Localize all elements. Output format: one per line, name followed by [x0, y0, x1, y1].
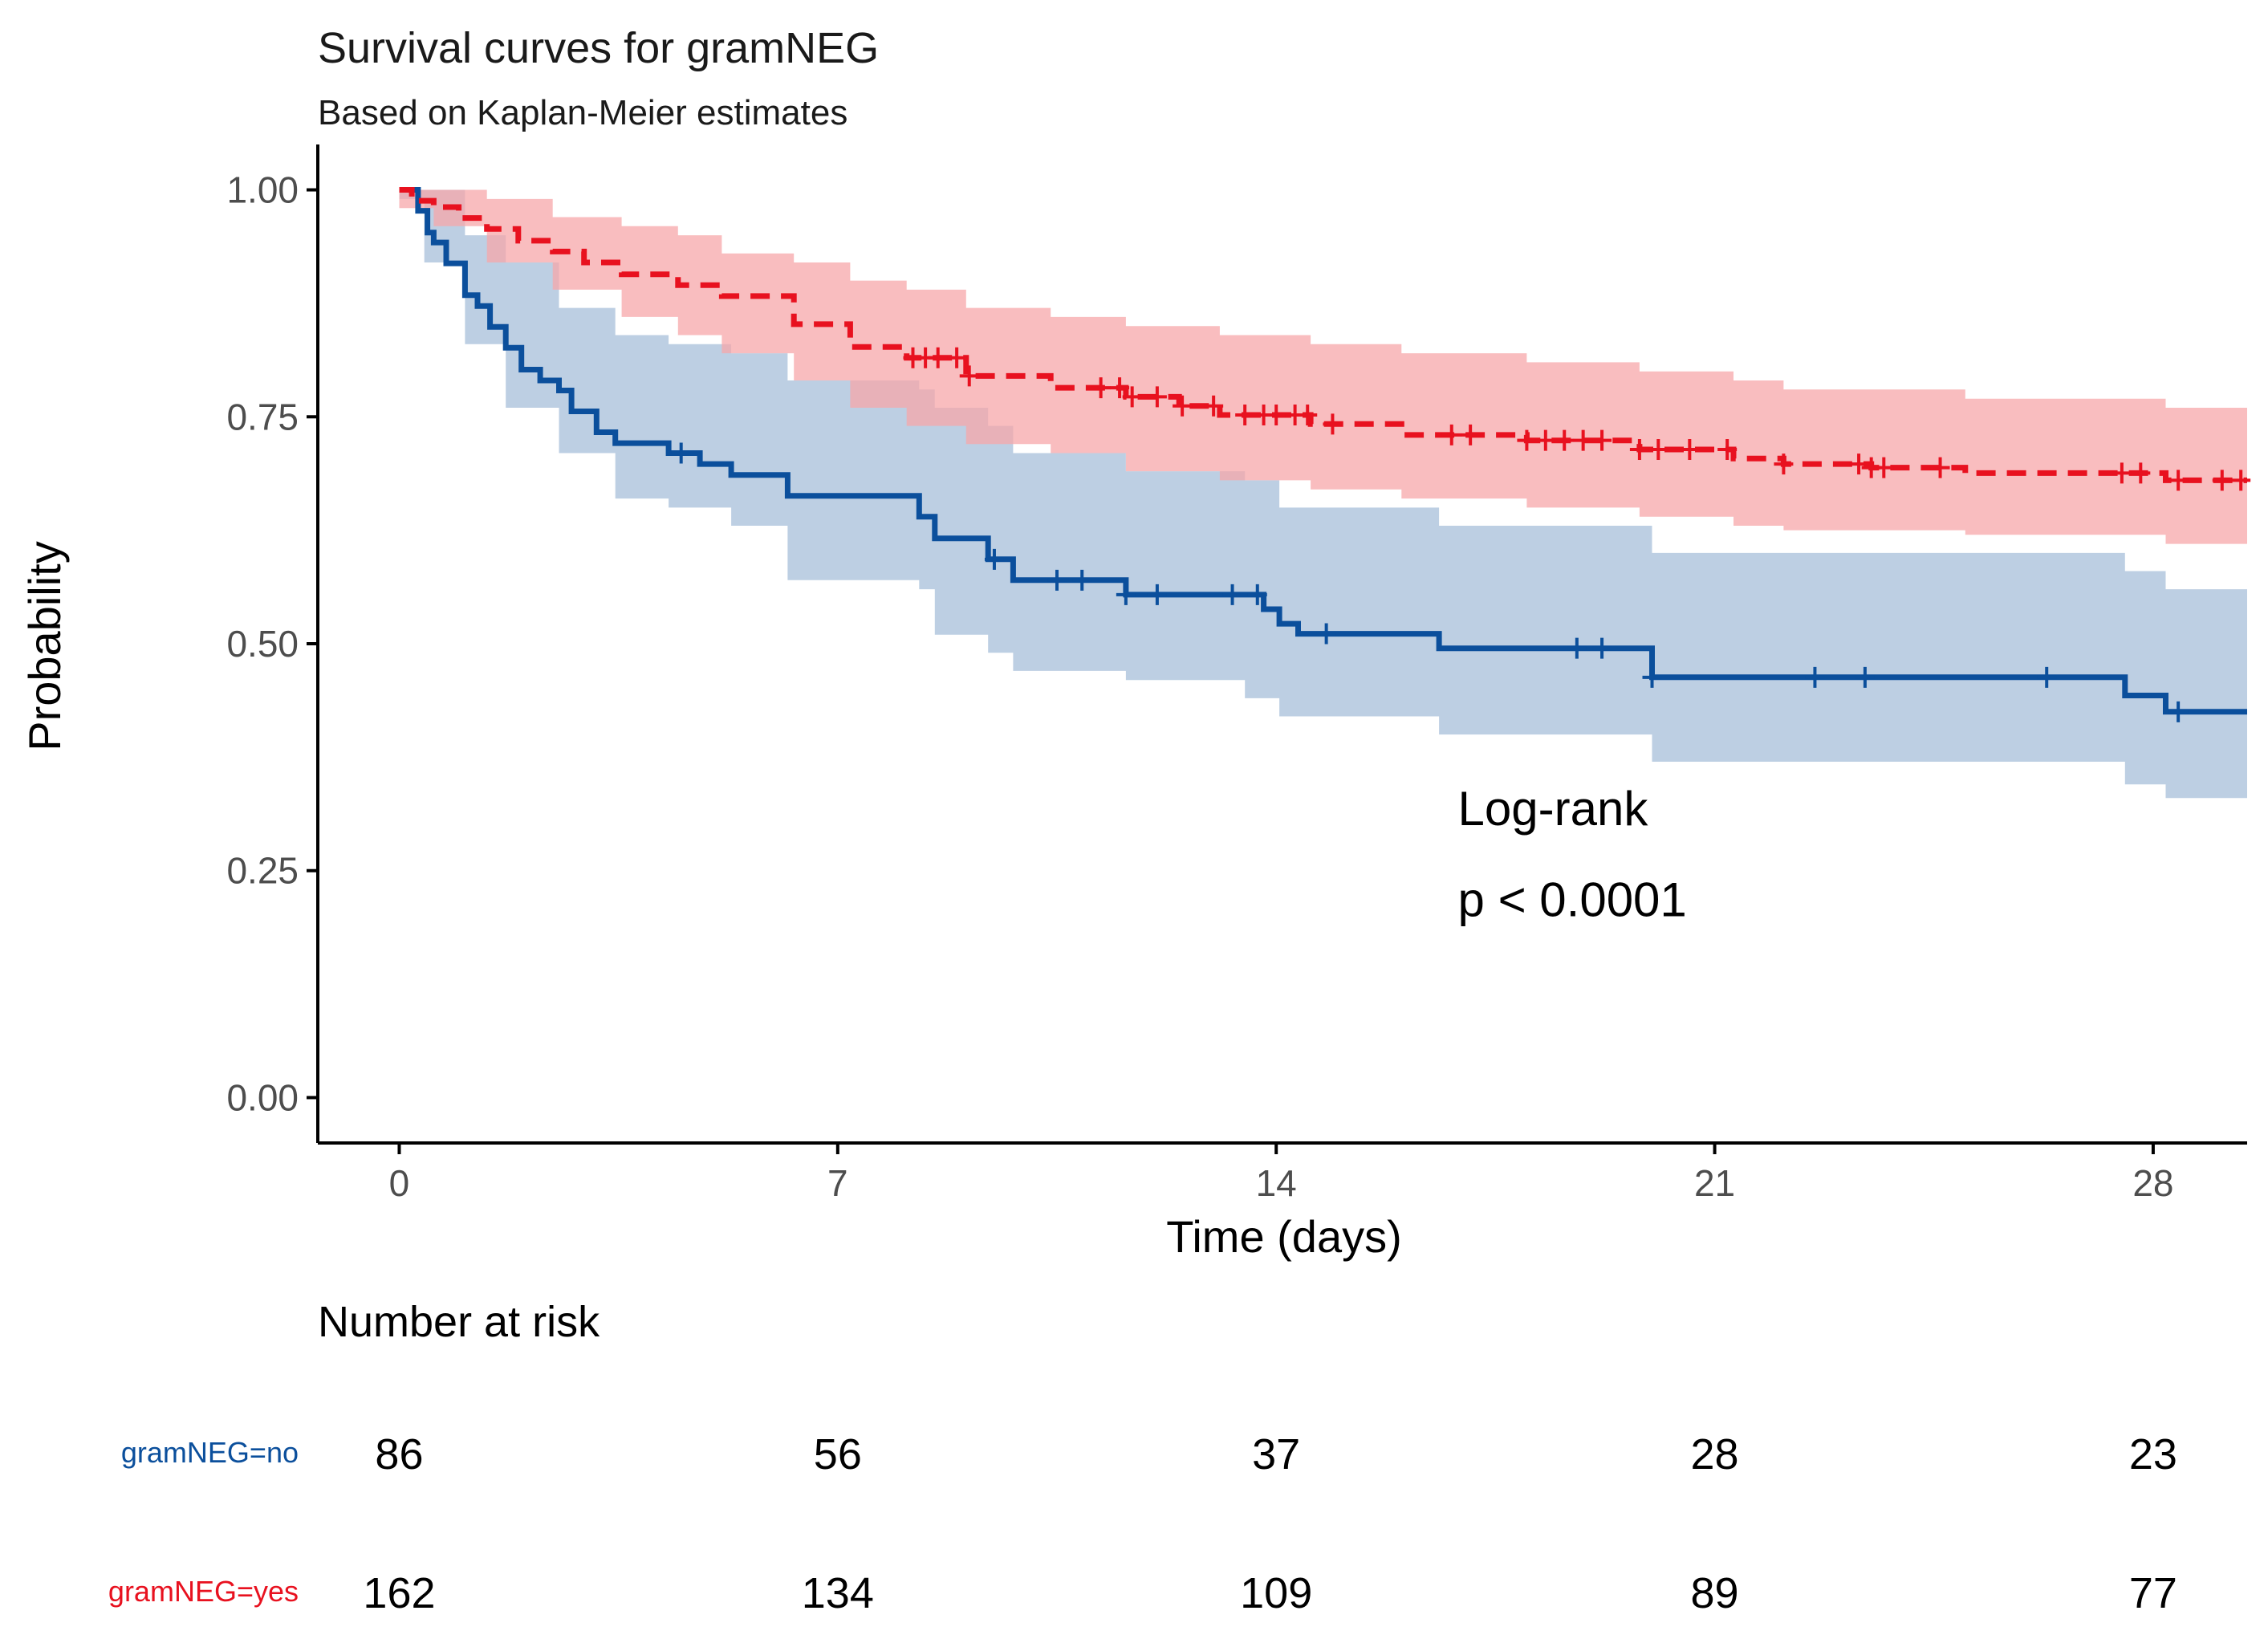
chart-subtitle: Based on Kaplan-Meier estimates — [318, 93, 847, 132]
y-tick-label: 0.75 — [226, 396, 299, 437]
censor-mark-no — [1147, 584, 1167, 605]
censor-mark-yes — [1555, 429, 1575, 451]
censor-mark-no — [1567, 637, 1587, 659]
censor-mark-yes — [1930, 457, 1950, 478]
censor-mark-no — [1047, 569, 1067, 591]
censor-mark-no — [1592, 637, 1612, 659]
censor-mark-no — [671, 442, 691, 464]
risk-count-no: 28 — [1691, 1430, 1739, 1478]
censor-mark-yes — [1147, 386, 1167, 408]
y-axis-title: Probability — [19, 541, 70, 750]
censor-mark-yes — [1266, 405, 1286, 426]
censor-mark-yes — [1874, 457, 1894, 478]
risk-count-yes: 89 — [1691, 1569, 1739, 1617]
censor-mark-yes — [1648, 438, 1668, 460]
censor-mark-no — [984, 548, 1004, 570]
y-tick-label: 0.00 — [226, 1076, 299, 1118]
censor-mark-no — [1805, 666, 1825, 688]
x-tick-label: 14 — [1256, 1162, 1297, 1204]
censor-mark-yes — [1535, 429, 1555, 451]
censor-mark-yes — [1774, 453, 1794, 475]
censor-marks — [671, 347, 2251, 722]
censor-mark-yes — [2212, 470, 2232, 491]
censor-mark-yes — [1173, 395, 1193, 417]
censor-mark-yes — [1849, 453, 1869, 475]
censor-mark-yes — [2231, 470, 2251, 491]
risk-count-yes: 77 — [2129, 1569, 2177, 1617]
censor-mark-yes — [1441, 424, 1461, 445]
censor-mark-yes — [2131, 462, 2151, 484]
risk-count-yes: 134 — [802, 1569, 874, 1617]
censor-mark-yes — [1122, 386, 1142, 408]
censor-mark-no — [1072, 569, 1092, 591]
risk-table-title: Number at risk — [318, 1298, 600, 1346]
censor-mark-yes — [1461, 424, 1481, 445]
x-tick-label: 21 — [1694, 1162, 1735, 1204]
censor-mark-no — [1222, 584, 1242, 605]
risk-table-values: 86 56 37 28 23 162 134 109 89 77 — [363, 1430, 2177, 1617]
censor-mark-yes — [1091, 377, 1111, 399]
chart-title: Survival curves for gramNEG — [318, 24, 879, 72]
censor-mark-yes — [2168, 470, 2189, 491]
censor-mark-no — [2168, 701, 2189, 722]
risk-count-no: 37 — [1252, 1430, 1300, 1478]
risk-count-no: 86 — [375, 1430, 423, 1478]
censor-mark-yes — [1110, 377, 1130, 399]
censor-mark-yes — [1717, 438, 1738, 460]
survival-curve-yes — [399, 187, 2247, 483]
censor-mark-yes — [1204, 395, 1224, 417]
censor-mark-no — [2037, 666, 2057, 688]
risk-group-label-yes: gramNEG=yes — [108, 1575, 299, 1608]
y-axis-ticks: 0.00 0.25 0.50 0.75 1.00 — [226, 169, 318, 1118]
y-tick-label: 1.00 — [226, 169, 299, 211]
risk-count-no: 56 — [814, 1430, 862, 1478]
censor-mark-yes — [928, 347, 948, 368]
censor-mark-yes — [947, 347, 967, 368]
risk-count-no: 23 — [2129, 1430, 2177, 1478]
censor-mark-yes — [1592, 429, 1612, 451]
y-tick-label: 0.25 — [226, 850, 299, 892]
y-tick-label: 0.50 — [226, 623, 299, 665]
censor-mark-yes — [1629, 438, 1649, 460]
censor-mark-yes — [1517, 429, 1537, 451]
logrank-label: Log-rank — [1458, 782, 1649, 836]
censor-mark-yes — [2112, 462, 2132, 484]
censor-mark-yes — [1323, 413, 1343, 435]
risk-count-yes: 162 — [363, 1569, 435, 1617]
censor-mark-no — [1642, 666, 1662, 688]
x-tick-label: 0 — [389, 1162, 410, 1204]
censor-mark-no — [1855, 666, 1875, 688]
censor-mark-no — [1247, 584, 1267, 605]
confidence-band-no — [399, 189, 2247, 799]
risk-count-yes: 109 — [1240, 1569, 1312, 1617]
pvalue-label: p < 0.0001 — [1458, 872, 1687, 926]
risk-group-label-no: gramNEG=no — [121, 1436, 299, 1469]
censor-mark-no — [1116, 584, 1136, 605]
censor-mark-yes — [1680, 438, 1700, 460]
x-tick-label: 7 — [827, 1162, 848, 1204]
censor-mark-yes — [959, 365, 979, 387]
x-tick-label: 28 — [2132, 1162, 2173, 1204]
x-axis-title: Time (days) — [1166, 1211, 1402, 1262]
censor-mark-yes — [1298, 405, 1318, 426]
x-axis-ticks: 0 7 14 21 28 — [389, 1143, 2174, 1204]
censor-mark-yes — [1573, 429, 1593, 451]
censor-mark-yes — [1235, 405, 1255, 426]
censor-mark-no — [1316, 623, 1336, 645]
